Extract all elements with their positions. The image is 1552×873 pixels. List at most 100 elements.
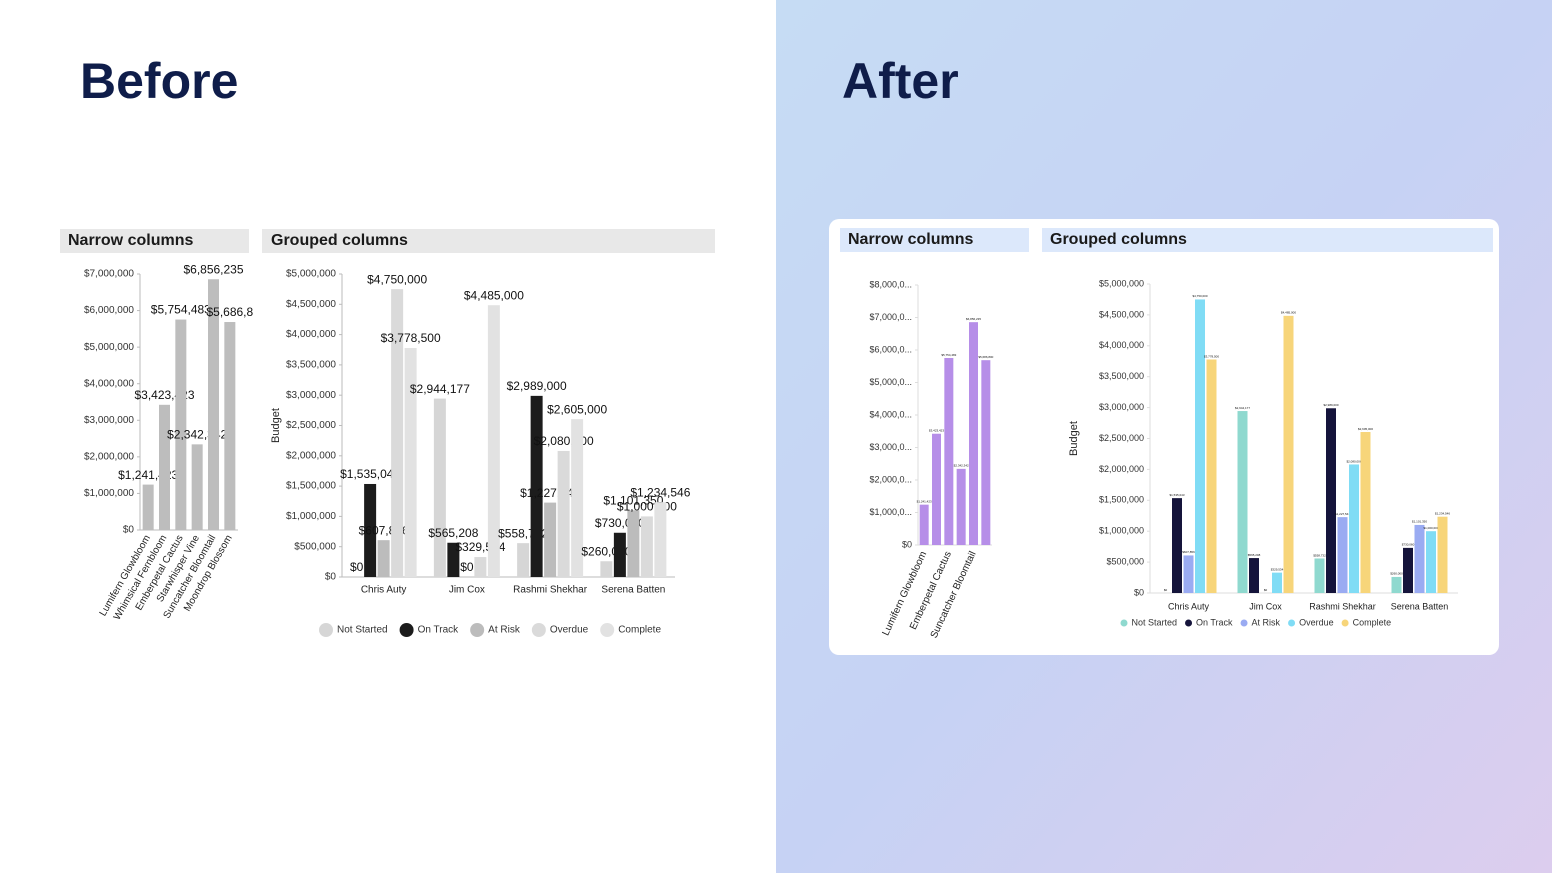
bar [1195, 299, 1205, 593]
bar [654, 502, 667, 577]
bar [627, 510, 640, 577]
bar [404, 348, 417, 577]
bar [1272, 572, 1282, 593]
bar [530, 395, 543, 577]
y-tick-label: $0 [902, 539, 912, 549]
y-tick-label: $1,000,000 [286, 511, 336, 522]
bar [944, 357, 954, 545]
data-label: $558,732 [1313, 553, 1326, 557]
legend-label: Overdue [550, 625, 589, 636]
data-label: $565,208 [428, 526, 478, 540]
legend-label: Complete [618, 625, 661, 636]
bar [474, 557, 487, 577]
data-label: $6,856,235 [183, 262, 243, 276]
data-label: $1,234,546 [1435, 512, 1450, 516]
data-label: $5,686,8 [206, 305, 253, 319]
legend-swatch [1288, 619, 1296, 627]
bar [1237, 411, 1248, 593]
heading: After [842, 53, 959, 109]
data-label: $329,534 [1271, 567, 1284, 571]
y-tick-label: $5,000,000 [84, 342, 134, 353]
y-tick-label: $6,000,0... [869, 344, 912, 354]
data-label: $1,535,043 [340, 467, 400, 481]
y-tick-label: $4,500,000 [286, 299, 336, 310]
y-tick-label: $500,000 [1106, 556, 1144, 566]
bar [1183, 555, 1194, 593]
data-label: $2,080,000 [1346, 459, 1361, 463]
bar [208, 279, 219, 530]
data-label: $3,778,500 [381, 331, 441, 345]
y-tick-label: $3,500,000 [286, 360, 336, 371]
y-tick-label: $8,000,0... [869, 279, 912, 289]
bar [969, 322, 978, 545]
legend-swatch [1341, 619, 1349, 627]
data-label: $607,856 [1182, 550, 1195, 554]
bar [224, 322, 236, 530]
data-label: $5,686,800 [978, 355, 993, 359]
y-tick-label: $3,500,000 [1099, 371, 1144, 381]
bar [487, 305, 500, 577]
y-tick-label: $5,000,000 [286, 269, 336, 280]
legend-label: At Risk [488, 625, 521, 636]
bar [377, 540, 390, 577]
data-label: $730,060 [1402, 543, 1415, 547]
data-label: $1,101,350 [1412, 520, 1427, 524]
y-tick-label: $1,000,000 [1099, 526, 1144, 536]
bar [175, 319, 187, 530]
bar [571, 419, 584, 577]
data-label: $0 [350, 560, 364, 574]
header-bar [840, 228, 1029, 252]
bar [142, 484, 154, 530]
x-tick-label: Rashmi Shekhar [1309, 601, 1376, 611]
legend-swatch [600, 623, 615, 637]
y-tick-label: $3,000,0... [869, 442, 912, 452]
x-tick-label: Chris Auty [361, 585, 407, 596]
bar [544, 502, 557, 577]
legend-swatch [1185, 619, 1193, 627]
y-tick-label: $2,000,000 [1099, 464, 1144, 474]
y-tick-label: $0 [123, 525, 135, 536]
data-label: $0 [460, 560, 474, 574]
chart-title: Narrow columns [68, 232, 193, 249]
y-axis-label: Budget [270, 408, 282, 443]
legend-swatch [319, 623, 333, 637]
bar [1360, 432, 1371, 593]
y-tick-label: $4,000,0... [869, 409, 912, 419]
legend-label: On Track [418, 625, 460, 636]
x-tick-label: Chris Auty [1168, 601, 1210, 611]
chart-title: Narrow columns [848, 231, 973, 248]
data-label: $2,080,000 [534, 434, 594, 448]
x-tick-label: Rashmi Shekhar [513, 585, 588, 596]
bar [1283, 315, 1294, 593]
data-label: $5,754,483 [151, 303, 211, 317]
y-tick-label: $1,500,000 [1099, 495, 1144, 505]
chart-title: Grouped columns [1050, 231, 1187, 248]
legend-label: Not Started [1132, 617, 1178, 627]
bar [447, 542, 460, 577]
data-label: $1,000,000 [1423, 526, 1438, 530]
legend-swatch [1240, 619, 1248, 627]
header-bar [60, 229, 249, 253]
legend-swatch [1120, 619, 1128, 627]
data-label: $4,750,000 [1192, 294, 1207, 298]
data-label: $3,778,500 [1204, 354, 1219, 358]
data-label: $1,234,546 [630, 485, 690, 499]
y-tick-label: $4,000,000 [1099, 340, 1144, 350]
x-tick-label: Jim Cox [449, 585, 485, 596]
data-label: $2,944,177 [410, 382, 470, 396]
bar [391, 289, 404, 577]
data-label: $1,000,000 [617, 500, 677, 514]
y-tick-label: $1,500,000 [286, 481, 336, 492]
data-label: $2,989,000 [1323, 403, 1338, 407]
left-half [0, 0, 776, 873]
header-bar [262, 229, 715, 253]
y-tick-label: $5,000,000 [1099, 278, 1144, 288]
y-tick-label: $4,000,000 [84, 378, 134, 389]
chart-title: Grouped columns [271, 232, 408, 249]
bar [956, 468, 966, 545]
y-tick-label: $0 [325, 572, 337, 583]
y-tick-label: $6,000,000 [84, 305, 134, 316]
data-label: $1,227,541 [1335, 512, 1350, 516]
data-label: $2,944,177 [1235, 406, 1250, 410]
